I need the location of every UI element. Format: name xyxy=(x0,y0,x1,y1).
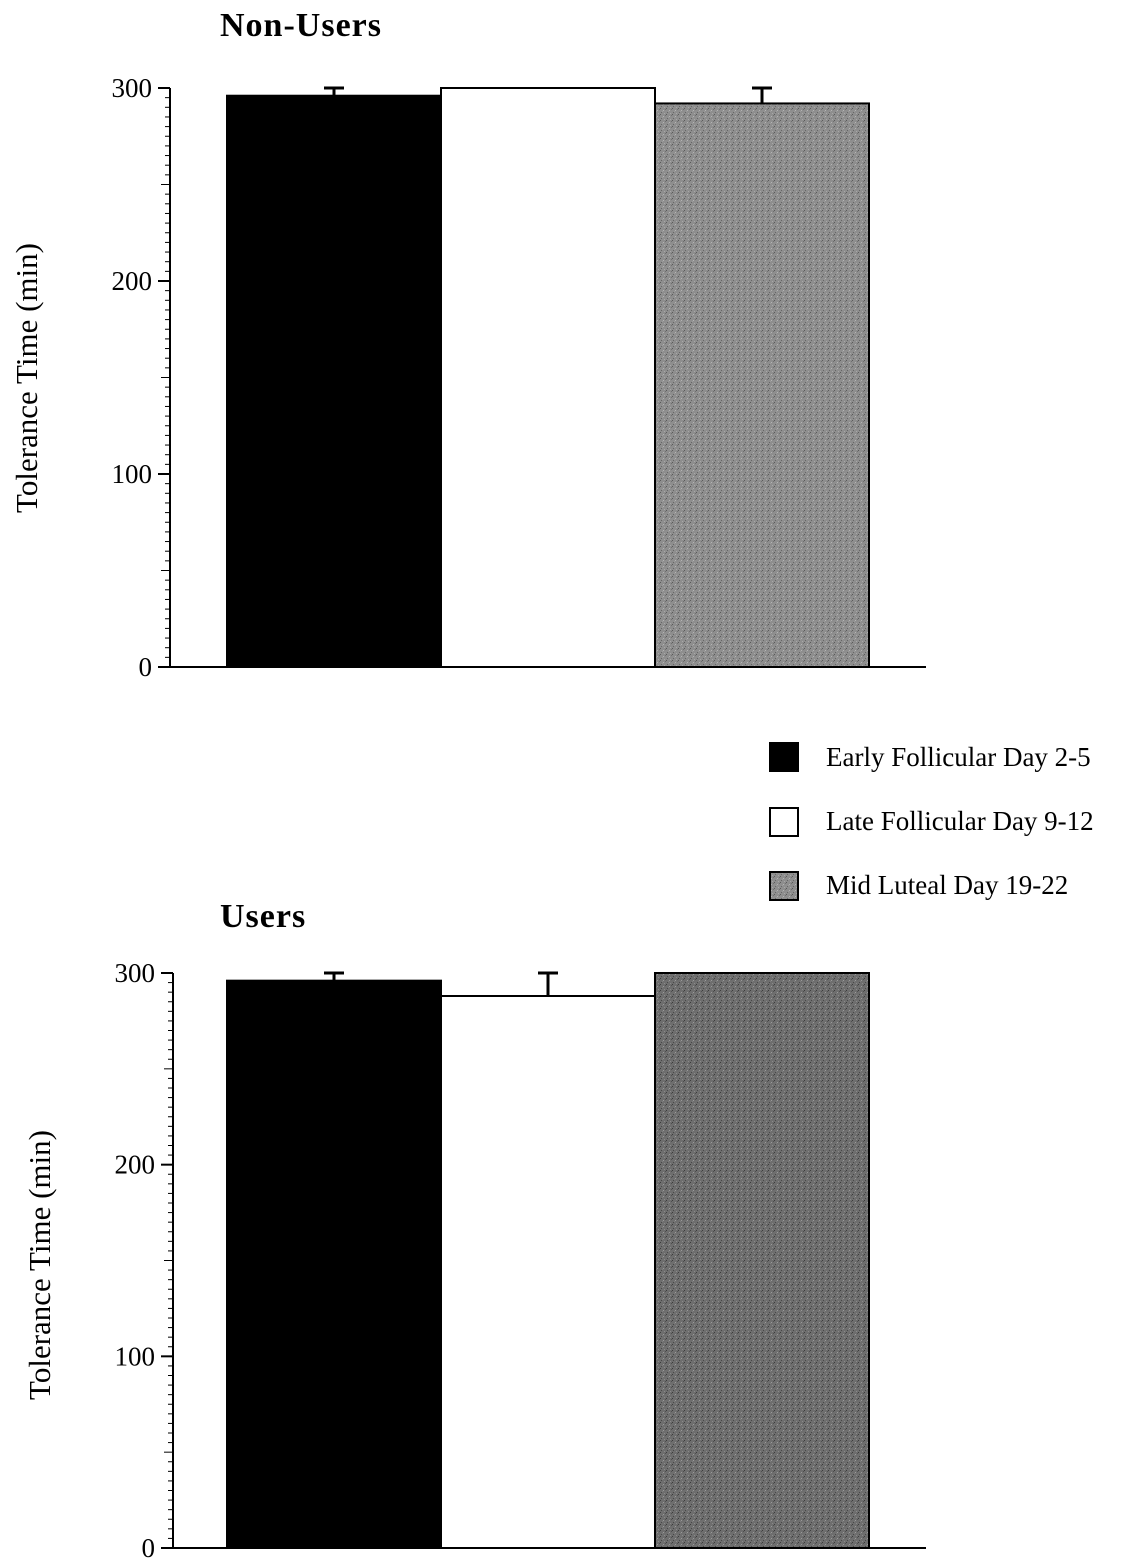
y-tick-label: 0 xyxy=(139,652,153,682)
y-tick-label: 100 xyxy=(112,459,153,489)
y-axis-label-non-users: Tolerance Time (min) xyxy=(9,243,44,513)
panel-users: 0 100 200 300 xyxy=(115,958,926,1560)
y-tick-label: 300 xyxy=(115,958,156,988)
legend-label-early-follicular: Early Follicular Day 2-5 xyxy=(826,742,1091,772)
bar-early-follicular xyxy=(226,979,442,1549)
legend-swatch-mid-luteal xyxy=(769,871,799,901)
bar-late-follicular xyxy=(440,995,656,1549)
y-tick-label: 200 xyxy=(115,1150,156,1180)
y-tick-label: 0 xyxy=(142,1533,156,1560)
bar-mid-luteal xyxy=(654,102,870,668)
legend-swatch-late-follicular xyxy=(769,807,799,837)
panel-non-users: 0 100 200 300 xyxy=(112,73,926,682)
bar-mid-luteal xyxy=(654,972,870,1549)
legend: Early Follicular Day 2-5 Late Follicular… xyxy=(769,742,1094,901)
y-tick-label: 300 xyxy=(112,73,153,103)
legend-swatch-early-follicular xyxy=(769,742,799,772)
bar-late-follicular xyxy=(440,87,656,668)
bar-early-follicular xyxy=(226,94,442,669)
y-axis-label-users: Tolerance Time (min) xyxy=(22,1130,57,1400)
y-tick-label: 200 xyxy=(112,266,153,296)
legend-label-late-follicular: Late Follicular Day 9-12 xyxy=(826,806,1094,836)
legend-label-mid-luteal: Mid Luteal Day 19-22 xyxy=(826,870,1068,900)
chart-title-users: Users xyxy=(220,898,306,935)
y-tick-label: 100 xyxy=(115,1341,156,1371)
chart-title-non-users: Non-Users xyxy=(220,7,382,44)
